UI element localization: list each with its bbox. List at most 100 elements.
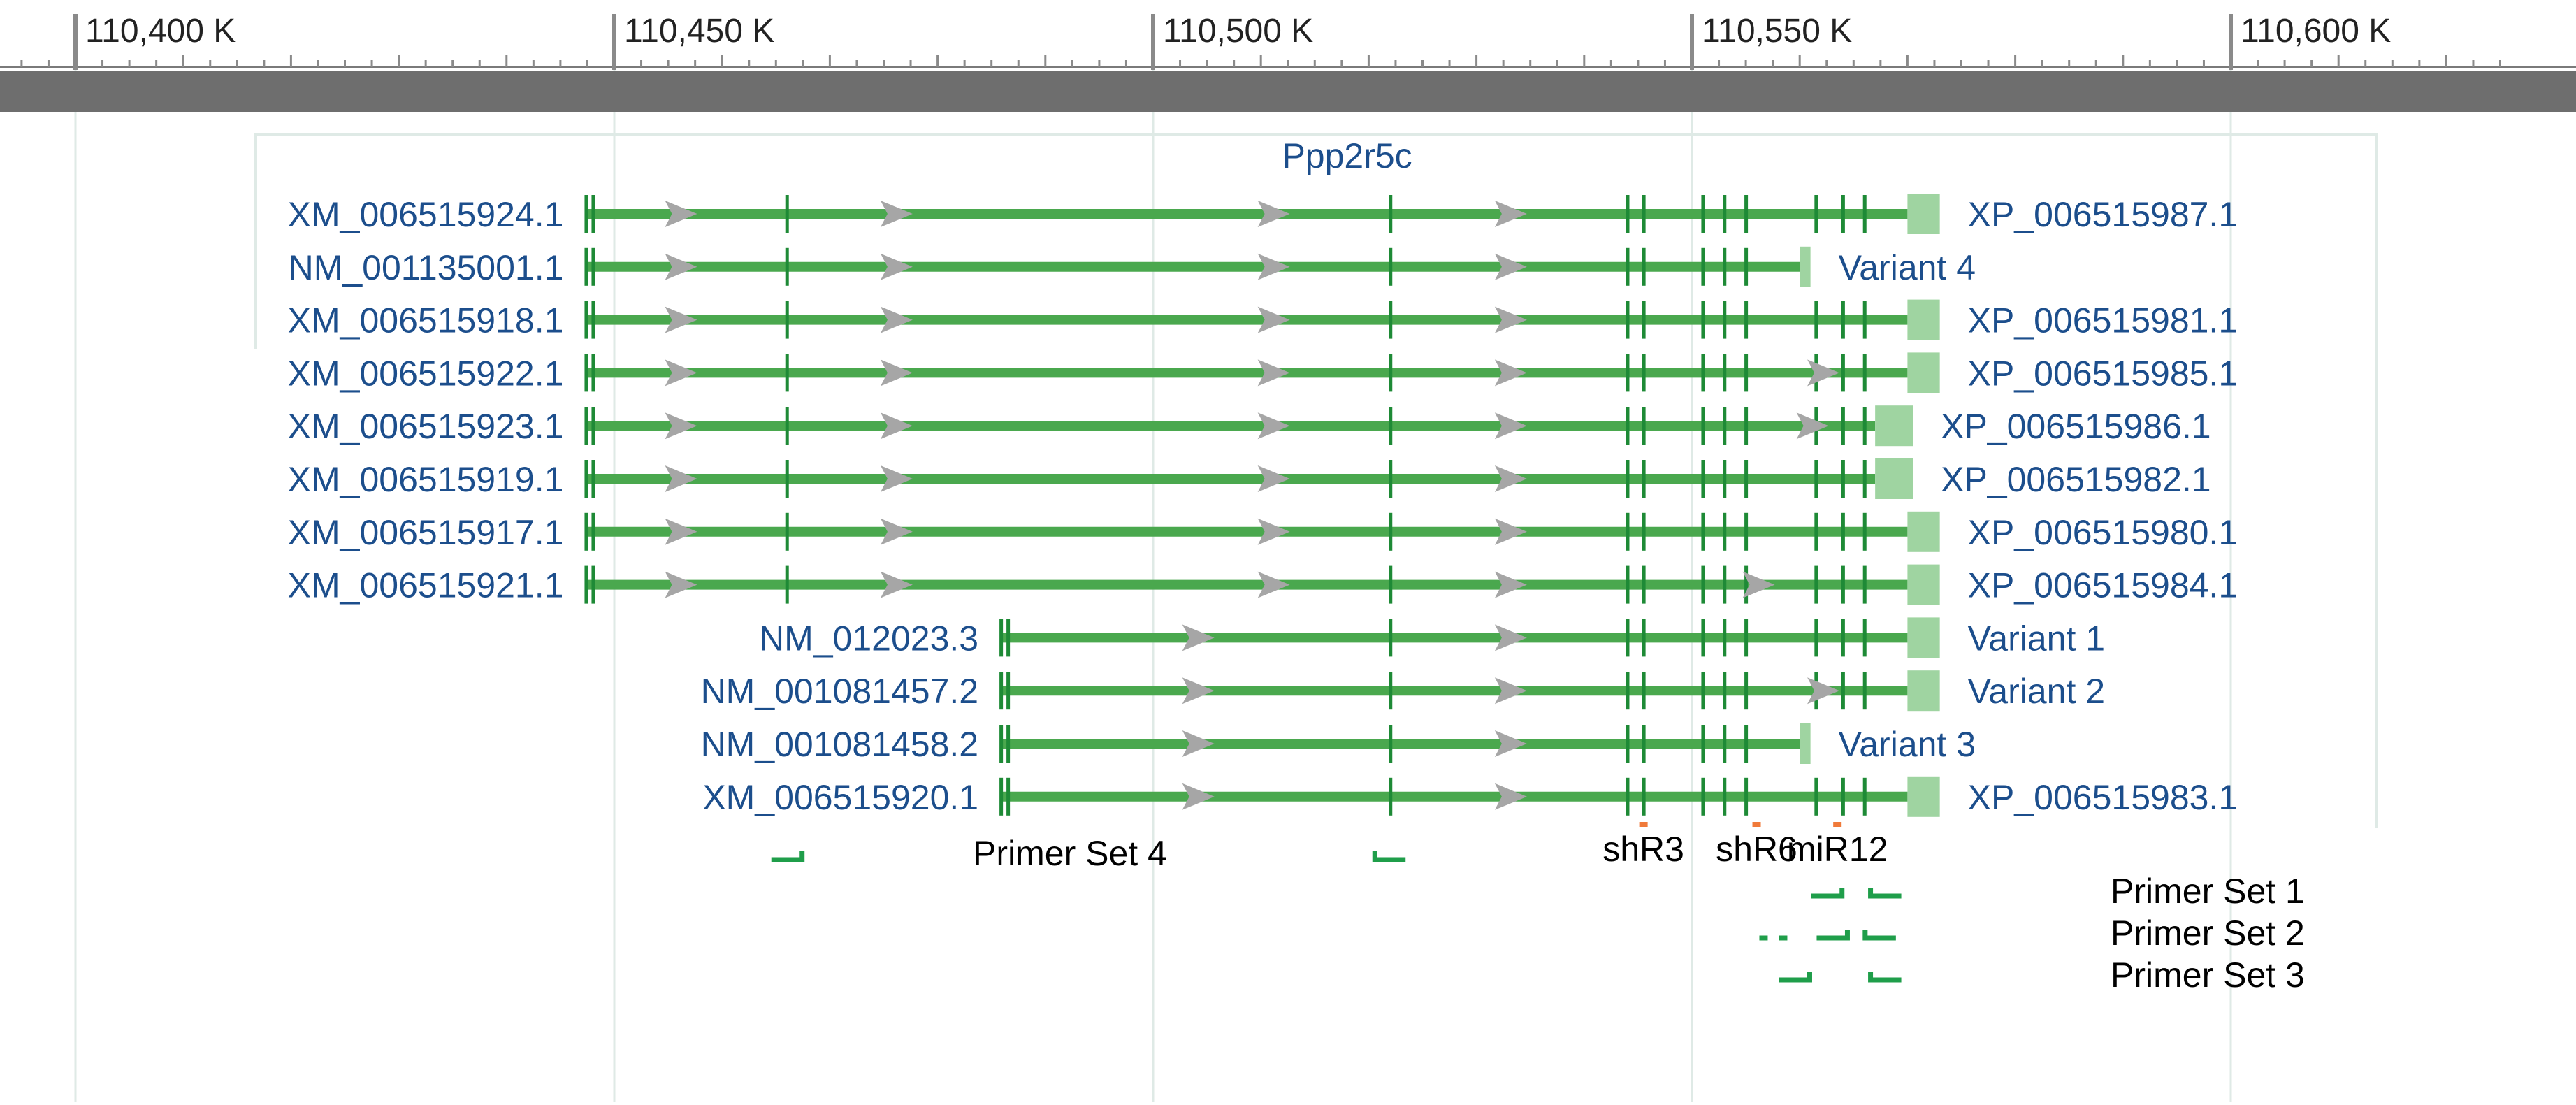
utr-exon-block [1907, 511, 1940, 552]
exon-mark [1642, 301, 1646, 339]
transcript-row[interactable]: XM_006515921.1 XP_006515984.1 [288, 564, 2238, 605]
exon-mark [1723, 195, 1727, 233]
exon-mark [999, 777, 1004, 816]
strand-direction-arrow [1257, 306, 1290, 333]
utr-exon-block [1907, 617, 1940, 658]
exon-mark [1701, 725, 1705, 763]
reverse-primer-arrow [1862, 930, 1896, 941]
exon-mark [1701, 619, 1705, 657]
strand-direction-arrow [1494, 465, 1527, 492]
exon-mark [785, 354, 789, 392]
transcript-row[interactable]: XM_006515924.1 XP_006515987.1 [288, 194, 2238, 234]
exon-mark [1723, 512, 1727, 551]
transcript-row[interactable]: XM_006515918.1 XP_006515981.1 [288, 299, 2238, 340]
exon-mark [1626, 407, 1630, 445]
exon-mark [1862, 777, 1867, 816]
exon-mark [785, 195, 789, 233]
transcript-name-label: XM_006515918.1 [288, 301, 564, 340]
utr-exon-block [1907, 564, 1940, 605]
exon-mark [1723, 565, 1727, 604]
transcript-product-label: Variant 2 [1968, 672, 2105, 711]
ruler-tick-label: 110,600 K [2241, 13, 2391, 50]
exon-mark [584, 407, 588, 445]
exon-mark [591, 195, 595, 233]
strand-direction-arrow [880, 253, 913, 280]
exon-mark [1642, 460, 1646, 498]
exon-mark [785, 301, 789, 339]
transcript-product-label: XP_006515984.1 [1968, 566, 2238, 605]
exon-mark [1701, 195, 1705, 233]
exon-mark [1626, 247, 1630, 286]
transcript-row[interactable]: XM_006515923.1 XP_006515986.1 [288, 405, 2211, 447]
exon-mark [1642, 247, 1646, 286]
strand-direction-arrow [1742, 571, 1775, 598]
reverse-primer-arrow [1868, 972, 1902, 983]
strand-direction-arrow [1807, 677, 1840, 705]
exon-mark [1841, 301, 1845, 339]
strand-direction-arrow [1182, 783, 1215, 810]
transcript-row[interactable]: XM_006515920.1 XP_006515983.1 [702, 776, 2238, 817]
exon-mark [1723, 354, 1727, 392]
exon-mark [1389, 407, 1393, 445]
exon-mark [1626, 777, 1630, 816]
primer-set-label: Primer Set 4 [973, 834, 1167, 873]
gene-track-panel: Ppp2r5c [254, 133, 2378, 828]
exon-mark [1744, 195, 1749, 233]
strand-direction-arrow [1807, 359, 1840, 387]
exon-mark [1862, 301, 1867, 339]
exon-mark [1723, 725, 1727, 763]
target-site-label: shR3 [1602, 830, 1684, 869]
transcript-row[interactable]: XM_006515917.1 XP_006515980.1 [288, 511, 2238, 552]
exon-mark [584, 247, 588, 286]
exon-mark [1626, 672, 1630, 710]
ruler-tick-label: 110,550 K [1702, 13, 1852, 50]
transcript-row[interactable]: XM_006515922.1 XP_006515985.1 [288, 352, 2238, 393]
exon-mark [1814, 619, 1818, 657]
transcript-product-label: XP_006515980.1 [1968, 513, 2238, 552]
exon-mark [1723, 460, 1727, 498]
transcript-row[interactable]: NM_012023.3 Variant 1 [759, 617, 2105, 658]
exon-mark [1841, 407, 1845, 445]
strand-direction-arrow [880, 201, 913, 227]
transcript-product-label: XP_006515986.1 [1941, 407, 2210, 446]
transcript-row[interactable]: NM_001081457.2 Variant 2 [701, 670, 2106, 712]
strand-direction-arrow [880, 359, 913, 387]
exon-mark [785, 460, 789, 498]
exon-mark [1642, 407, 1646, 445]
exon-mark [1642, 672, 1646, 710]
strand-direction-arrow [1796, 412, 1829, 440]
transcript-row[interactable]: NM_001081458.2 Variant 3 [701, 723, 1976, 764]
exon-mark [1701, 354, 1705, 392]
strand-direction-arrow [1182, 730, 1215, 757]
exon-mark [1723, 247, 1727, 286]
strand-direction-arrow [665, 465, 697, 492]
transcript-name-label: XM_006515919.1 [288, 460, 564, 499]
exon-mark [1841, 619, 1845, 657]
exon-mark [1389, 195, 1393, 233]
exon-mark [1744, 725, 1749, 763]
exon-mark [1814, 301, 1818, 339]
exon-mark [1006, 619, 1011, 657]
exon-mark [1389, 725, 1393, 763]
transcript-name-label: XM_006515924.1 [288, 195, 564, 234]
exon-mark [1744, 354, 1749, 392]
transcript-row[interactable]: NM_001135001.1 Variant 4 [289, 246, 1976, 287]
exon-mark [1744, 672, 1749, 710]
exon-mark [584, 565, 588, 604]
strand-direction-arrow [1257, 465, 1290, 492]
target-site-label: shR6 [1716, 830, 1797, 869]
transcript-row[interactable]: XM_006515919.1 XP_006515982.1 [288, 458, 2211, 499]
exon-mark [1862, 619, 1867, 657]
strand-direction-arrow [1182, 677, 1215, 705]
transcript-product-label: Variant 1 [1968, 619, 2105, 658]
exon-mark [1701, 407, 1705, 445]
exon-mark [1841, 565, 1845, 604]
utr-exon-block [1907, 194, 1940, 234]
exon-mark [1862, 672, 1867, 710]
exon-mark [1814, 460, 1818, 498]
ruler-tick-label: 110,400 K [85, 13, 236, 50]
chromosome-overview-bar[interactable] [0, 71, 2576, 112]
exon-mark [1389, 565, 1393, 604]
exon-mark [1626, 301, 1630, 339]
